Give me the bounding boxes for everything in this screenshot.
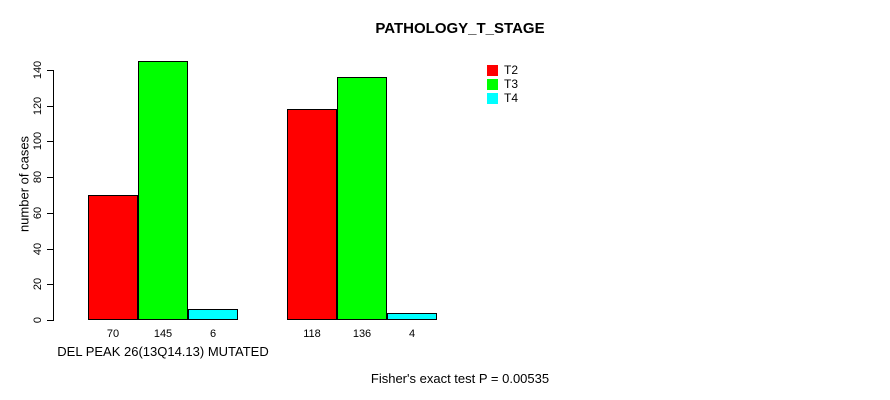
legend-swatch-t3 [487, 78, 498, 90]
chart-title: PATHOLOGY_T_STAGE [375, 20, 545, 37]
bar-value-label: 118 [303, 328, 321, 340]
y-tick-label: 140 [32, 60, 44, 80]
bar-t4-group1 [188, 309, 238, 320]
legend: T2 T3 T4 [487, 63, 518, 105]
bar-value-label: 145 [153, 328, 173, 340]
bar-t4-group2 [387, 313, 437, 320]
y-tick-mark [47, 320, 54, 321]
y-tick-mark [47, 70, 54, 71]
legend-label: T3 [504, 76, 519, 91]
y-tick-label: 120 [32, 96, 44, 116]
y-tick-mark [47, 106, 54, 107]
bar-value-label: 6 [209, 328, 217, 340]
y-axis-line [53, 70, 54, 321]
legend-label: T2 [504, 62, 519, 77]
legend-entry: T3 [487, 77, 518, 91]
bar-value-label: 136 [352, 328, 372, 340]
y-axis-label: number of cases [16, 135, 32, 233]
legend-entry: T4 [487, 91, 518, 105]
y-tick-mark [47, 284, 54, 285]
y-tick-label: 20 [32, 277, 44, 291]
bar-t3-group2 [337, 77, 387, 320]
y-tick-mark [47, 213, 54, 214]
y-tick-mark [47, 177, 54, 178]
x-group-label: DEL PEAK 26(13Q14.13) MUTATED [57, 344, 269, 359]
stat-annotation: Fisher's exact test P = 0.00535 [370, 371, 550, 386]
legend-label: T4 [504, 90, 519, 105]
legend-entry: T2 [487, 63, 518, 77]
bar-value-label: 70 [106, 328, 120, 340]
bar-t3-group1 [138, 61, 188, 320]
y-tick-label: 0 [32, 316, 44, 324]
y-tick-mark [47, 249, 54, 250]
bar-value-label: 4 [408, 328, 416, 340]
y-tick-label: 60 [32, 206, 44, 220]
y-tick-label: 80 [32, 170, 44, 184]
legend-swatch-t2 [487, 64, 498, 76]
y-tick-label: 40 [32, 242, 44, 256]
bar-t2-group1 [88, 195, 138, 320]
y-tick-mark [47, 141, 54, 142]
bar-t2-group2 [287, 109, 337, 320]
legend-swatch-t4 [487, 92, 498, 104]
y-tick-label: 100 [32, 131, 44, 151]
